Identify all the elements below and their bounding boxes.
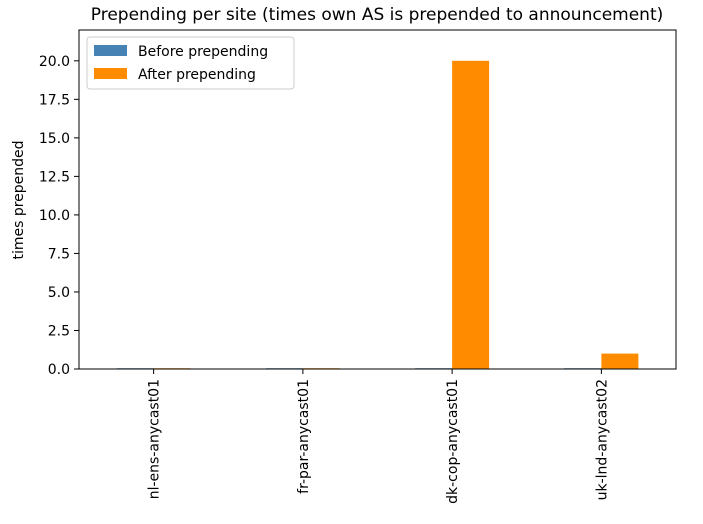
y-tick-label: 2.5 (48, 323, 70, 339)
y-tick-label: 10.0 (39, 208, 70, 224)
y-tick-label: 7.5 (48, 246, 70, 262)
x-tick-label: uk-lnd-anycast02 (594, 379, 610, 500)
legend-label: Before prepending (138, 44, 268, 60)
bar (452, 60, 490, 370)
x-tick-label: nl-ens-anycast01 (147, 379, 163, 499)
y-tick-label: 20.0 (39, 54, 70, 70)
y-tick-label: 17.5 (39, 92, 70, 108)
x-tick-label: fr-par-anycast01 (296, 379, 312, 494)
legend-swatch (94, 45, 127, 56)
plot-area: nl-ens-anycast01 fr-par-anycast01 dk-cop-a… (39, 29, 677, 504)
legend-box (86, 36, 295, 90)
bar (601, 353, 639, 369)
legend-label: After prepending (138, 67, 256, 83)
chart-title: Prepending per site (times own AS is pre… (91, 5, 664, 25)
legend-swatch (94, 68, 127, 79)
x-tick-label: dk-cop-anycast01 (445, 379, 461, 504)
axes-frame (78, 29, 677, 370)
y-tick-label: 15.0 (39, 131, 70, 147)
y-tick-label: 12.5 (39, 169, 70, 185)
y-tick-label: 5.0 (48, 285, 70, 301)
legend: Before prepending After prepending (86, 36, 295, 90)
y-axis-label: times prepended (11, 140, 27, 259)
y-tick-label: 0.0 (48, 362, 70, 378)
